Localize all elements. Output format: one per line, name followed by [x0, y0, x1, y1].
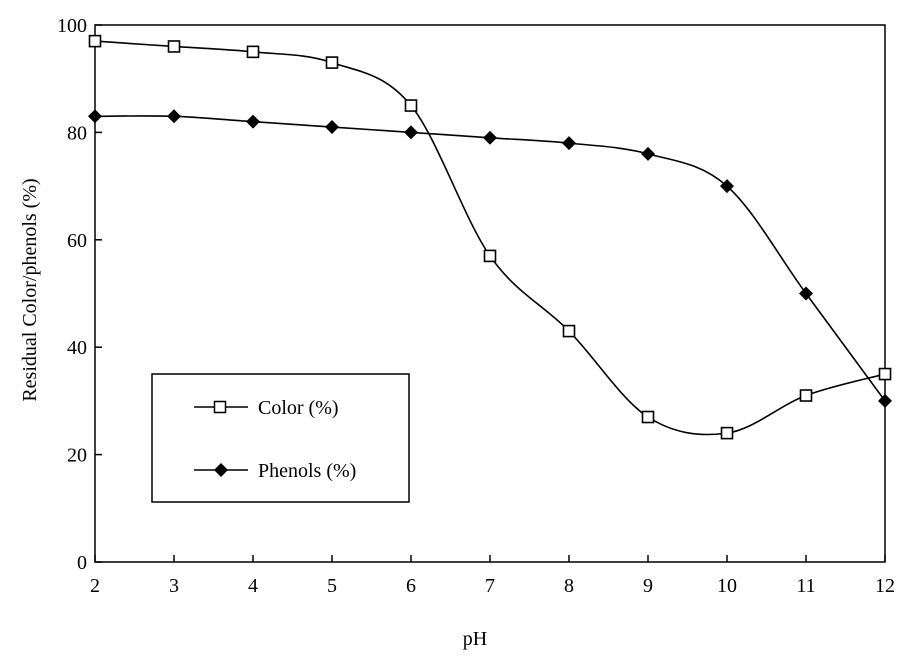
series-line-1: [94, 115, 886, 402]
y-tick-label: 0: [77, 552, 87, 574]
color-data-point: [720, 426, 734, 440]
x-tick-label: 9: [643, 575, 653, 597]
color-data-point: [641, 410, 655, 424]
y-tick-label: 40: [67, 337, 87, 359]
phenols-data-point: [720, 179, 734, 194]
phenols-data-point: [167, 109, 181, 124]
phenols-data-point: [325, 120, 339, 135]
legend-color-marker: [213, 400, 227, 414]
color-data-point: [483, 249, 497, 263]
x-axis: 2 3 4 5 6 7 8 9 10 11 12: [90, 555, 895, 597]
color-data-point: [878, 367, 892, 381]
legend: Color (%) Phenols (%): [151, 373, 410, 503]
color-data-point: [799, 389, 813, 402]
phenols-data-point: [641, 146, 655, 161]
legend-color-label: Color (%): [258, 397, 339, 419]
color-data-point: [325, 56, 339, 69]
phenols-data-point: [246, 114, 260, 129]
x-tick-label: 2: [90, 575, 100, 597]
series-markers: [88, 34, 892, 440]
color-data-point: [167, 40, 181, 53]
legend-box: [151, 373, 410, 503]
x-tick-label: 6: [406, 575, 416, 597]
phenols-data-point: [404, 125, 418, 140]
y-axis-title: Residual Color/phenols (%): [19, 178, 41, 401]
color-data-point: [404, 99, 418, 112]
x-tick-label: 4: [248, 575, 258, 597]
x-tick-label: 11: [796, 575, 815, 597]
legend-phenols-label: Phenols (%): [258, 460, 356, 482]
phenols-data-point: [878, 393, 892, 408]
x-axis-title: pH: [463, 628, 487, 650]
y-tick-label: 60: [67, 230, 87, 252]
x-tick-label: 5: [327, 575, 337, 597]
y-tick-label: 20: [67, 445, 87, 467]
x-tick-label: 3: [169, 575, 179, 597]
color-data-point: [246, 45, 260, 59]
phenols-data-point: [799, 286, 813, 301]
legend-phenols-marker: [214, 463, 228, 477]
y-tick-label: 100: [57, 15, 87, 37]
x-tick-label: 7: [485, 575, 495, 597]
color-data-point: [562, 324, 576, 338]
x-tick-label: 12: [875, 575, 895, 597]
x-tick-label: 10: [717, 575, 737, 597]
phenols-data-point: [483, 130, 497, 145]
y-tick-label: 80: [67, 122, 87, 144]
phenols-data-point: [562, 136, 576, 151]
color-data-point: [88, 34, 102, 48]
x-tick-label: 8: [564, 575, 574, 597]
y-axis: 0 20 40 60 80 100: [57, 15, 102, 574]
phenols-data-point: [88, 109, 102, 124]
